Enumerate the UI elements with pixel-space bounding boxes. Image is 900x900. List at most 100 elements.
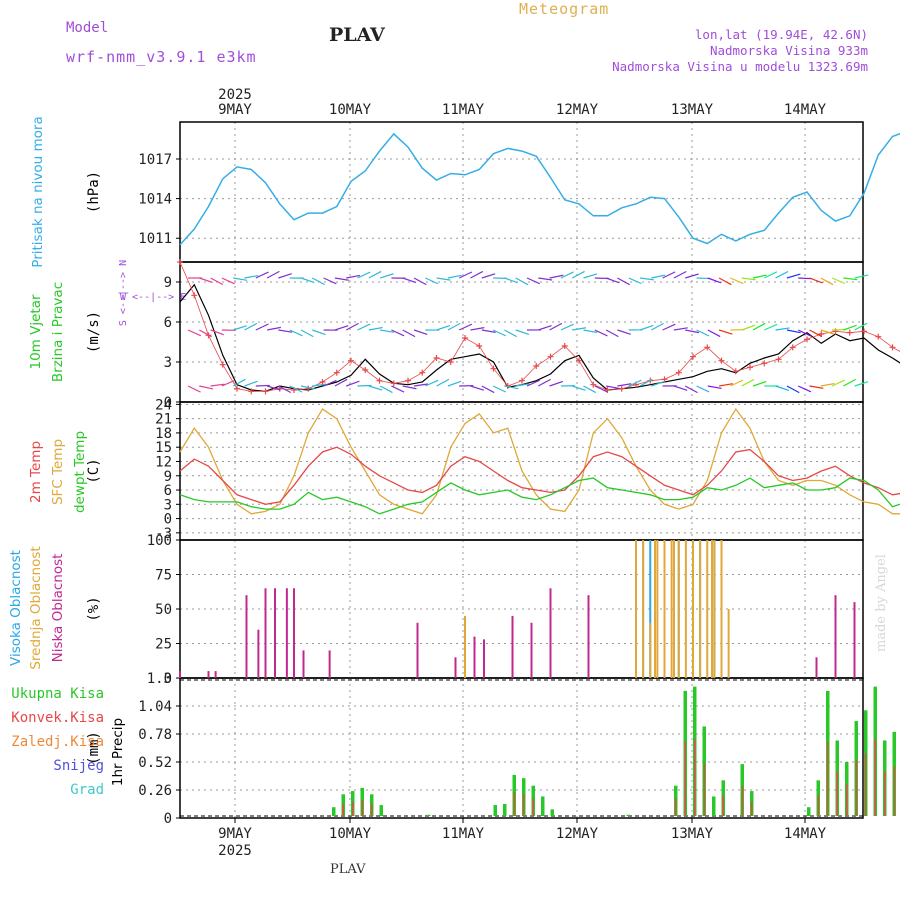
- wind-arrow: [413, 277, 427, 286]
- wind-arrow: [752, 381, 767, 387]
- pressure-frame: [179, 121, 864, 263]
- wind-arrow: [379, 385, 393, 394]
- cloud-high-title: Visoka Oblacnost: [8, 550, 24, 666]
- precip-bar-convective: [703, 763, 705, 816]
- wind-arrow: [538, 378, 551, 387]
- wind-arrow: [639, 277, 654, 281]
- wind-units: (m/s): [86, 311, 102, 353]
- x-tick-label-bottom: 10MAY: [329, 826, 372, 842]
- wind-arrow: [515, 383, 530, 387]
- wind-arrow: [278, 273, 292, 279]
- y-tick-label: 50: [155, 602, 172, 618]
- wind-arrow: [707, 385, 722, 390]
- wind-arrow: [346, 274, 361, 279]
- precip-bar-convective: [722, 795, 724, 816]
- wind-arrow: [323, 379, 337, 387]
- y-tick-label: 0: [164, 395, 172, 411]
- x-tick-label-top: 10MAY: [329, 102, 372, 118]
- precip-bar-total: [332, 807, 336, 816]
- temp2m-title: 2m Temp: [28, 441, 44, 503]
- wind-arrow: [436, 277, 451, 281]
- temp2m-line: [179, 446, 900, 505]
- wind-arrow: [820, 382, 835, 387]
- wind-arrow: [718, 329, 733, 335]
- wind-arrow: [210, 277, 224, 286]
- wind-arrow: [538, 277, 553, 281]
- wind-arrow: [809, 385, 824, 389]
- y-tick-label: 6: [164, 483, 172, 499]
- wind-arrow: [685, 329, 700, 334]
- wind-arrow: [583, 273, 598, 279]
- wind-arrow: [300, 277, 315, 284]
- wind-arrow: [221, 277, 235, 285]
- wind-arrow: [764, 323, 778, 331]
- dewpt-title: dewpt Temp: [72, 431, 88, 513]
- y-tick-label: 0.78: [138, 727, 172, 743]
- wind-arrow: [210, 383, 225, 387]
- lonlat-text: lon,lat (19.94E, 42.6N): [694, 27, 868, 42]
- wind-arrow: [741, 378, 755, 387]
- x-tick-label-bottom: 11MAY: [442, 826, 485, 842]
- wind-arrow: [221, 379, 235, 387]
- pressure-line: [179, 132, 900, 246]
- y-tick-label: 24: [155, 397, 172, 413]
- wind-arrow: [549, 380, 564, 387]
- compass-we: W <--|--> E: [120, 292, 186, 303]
- wind-arrow: [571, 270, 585, 279]
- precip-bar-convective: [523, 794, 525, 816]
- y-tick-label: 25: [155, 637, 172, 653]
- precip-bar-convective: [884, 771, 886, 816]
- pressure-title: Pritisak na nivou mora: [30, 116, 46, 267]
- sfc-temp-line: [179, 407, 900, 515]
- wind-arrow: [752, 274, 767, 279]
- y-tick-label: 15: [155, 440, 172, 456]
- wind-arrow: [357, 271, 371, 279]
- y-tick-label: 6: [164, 315, 172, 331]
- wind-arrow: [820, 329, 835, 335]
- precip-bar-total: [541, 796, 545, 816]
- wind-arrow: [797, 385, 812, 393]
- sfctemp-title: SFC Temp: [50, 439, 66, 505]
- wind-arrow: [504, 277, 518, 284]
- precip-bar-convective: [846, 784, 848, 816]
- clouds-units: (%): [86, 596, 102, 621]
- wind-arrow: [843, 277, 858, 281]
- wind-arrow: [605, 277, 620, 284]
- precip-bar-total: [503, 804, 507, 816]
- station-title: PLAV: [329, 24, 385, 46]
- precip-legend-1: Konvek.Kisa: [11, 710, 104, 726]
- precip-legend-2: Zaledj.Kisa: [11, 734, 104, 750]
- y-tick-label: 75: [155, 568, 172, 584]
- wind-arrow: [628, 379, 642, 387]
- wind-arrow: [187, 329, 202, 337]
- wind-arrow: [617, 329, 631, 335]
- wind-arrow: [854, 381, 869, 387]
- wind-arrow: [300, 385, 315, 390]
- y-tick-label: 0: [164, 811, 172, 827]
- wind-arrow: [730, 379, 744, 387]
- wind-arrow: [436, 378, 450, 387]
- wind-arrow: [775, 327, 790, 331]
- precip-bar-total: [712, 796, 716, 816]
- wind-arrow: [345, 322, 359, 331]
- footer-station: PLAV: [330, 862, 366, 877]
- y-tick-label: 21: [155, 412, 172, 428]
- wind-arrow: [651, 274, 666, 279]
- precip-bar-total: [493, 805, 497, 816]
- wind-arrow: [402, 277, 417, 284]
- wind-arrow: [560, 323, 574, 331]
- wind-arrow: [730, 277, 744, 285]
- wind-arrow: [380, 329, 395, 333]
- wind-arrow: [278, 385, 292, 394]
- wind-arrow: [312, 277, 325, 286]
- precip-bar-convective: [817, 795, 819, 816]
- wind-arrow: [368, 385, 383, 391]
- precip-bar-convective: [684, 741, 686, 816]
- wind-panel: 0 3 6 9 (m/s): [86, 261, 864, 411]
- dewpt-line: [179, 477, 900, 515]
- wind-arrow: [289, 385, 303, 393]
- precip-bar-convective: [694, 739, 696, 816]
- wind-arrow: [786, 329, 801, 334]
